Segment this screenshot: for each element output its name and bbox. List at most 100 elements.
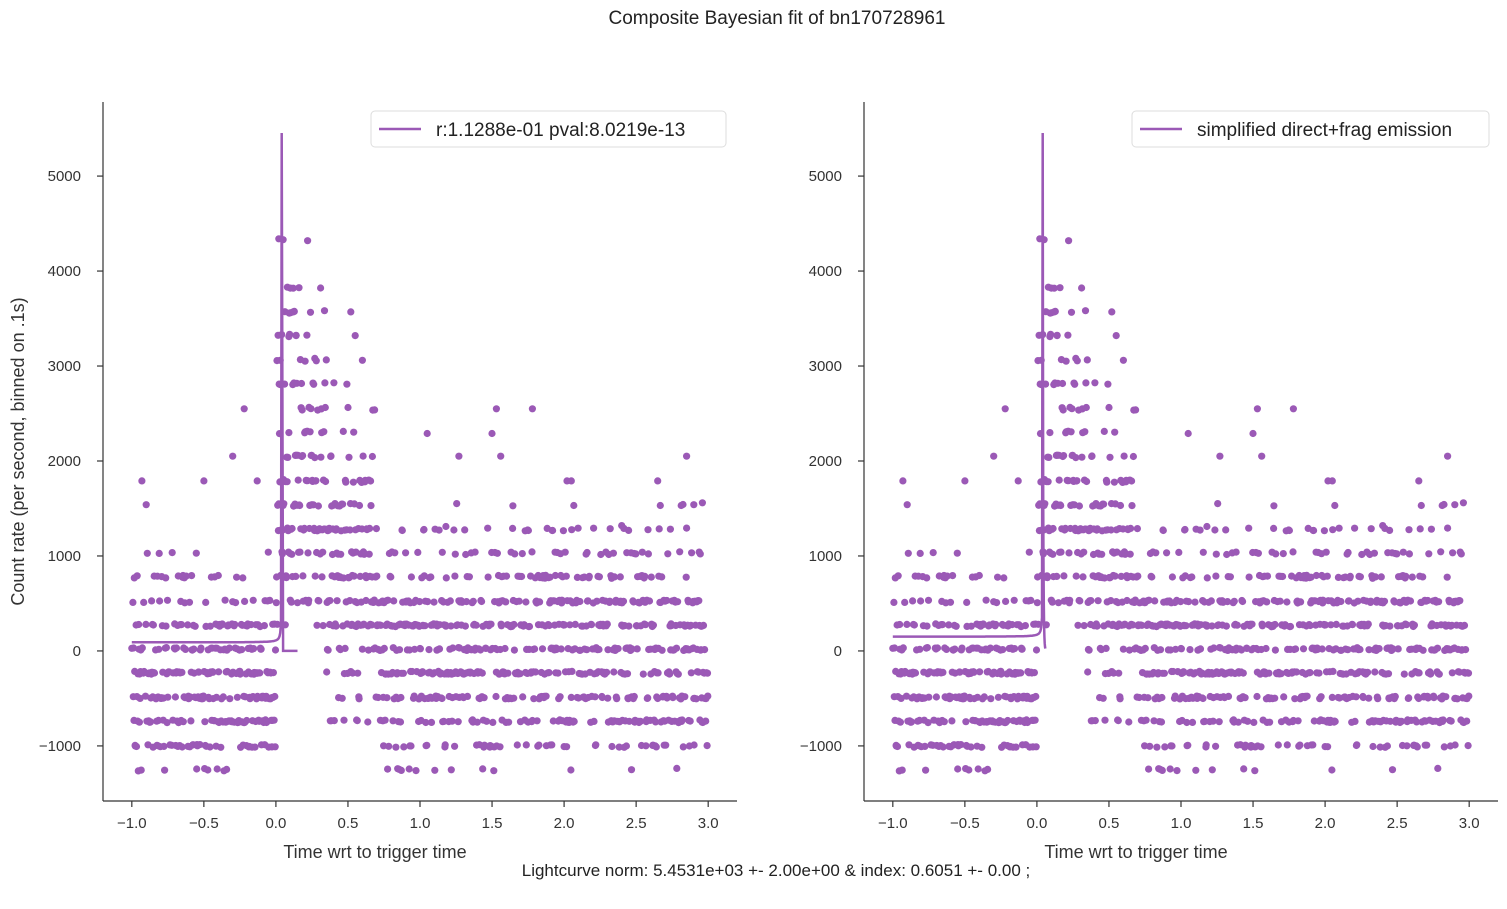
y-tick-label: 2000	[809, 453, 842, 470]
data-point	[549, 526, 557, 535]
data-point	[178, 668, 186, 677]
data-point	[542, 692, 550, 700]
x-tick-label: 3.0	[698, 815, 719, 832]
data-point	[1253, 692, 1261, 701]
x-tick-label: 2.5	[1387, 815, 1408, 832]
data-point	[510, 620, 518, 629]
data-point	[1331, 501, 1339, 510]
data-point	[932, 693, 941, 701]
data-point	[288, 524, 296, 533]
data-point	[901, 598, 909, 607]
legend: r:1.1288e-01 pval:8.0219e-13	[370, 110, 727, 148]
data-point	[1017, 669, 1025, 677]
data-point	[217, 743, 225, 751]
data-point	[181, 645, 190, 654]
data-point	[1047, 284, 1055, 292]
data-point	[504, 669, 512, 677]
data-point	[559, 527, 568, 535]
data-point	[463, 692, 472, 701]
data-point	[1451, 741, 1459, 749]
data-point	[1309, 741, 1317, 749]
data-point	[1072, 354, 1080, 362]
data-point	[1123, 596, 1131, 605]
data-point	[454, 718, 462, 726]
data-point	[1082, 379, 1090, 387]
data-point	[321, 379, 329, 387]
data-point	[1346, 572, 1354, 581]
data-point	[1168, 573, 1176, 581]
data-point	[1132, 406, 1140, 414]
data-point	[603, 668, 611, 676]
data-point	[662, 741, 670, 749]
data-point	[610, 668, 618, 676]
data-point	[1107, 526, 1115, 534]
data-point	[1356, 573, 1364, 581]
data-point	[311, 572, 319, 580]
data-point	[1179, 668, 1188, 676]
data-point	[324, 646, 332, 654]
data-point	[604, 694, 612, 702]
data-point	[563, 743, 571, 751]
data-point	[366, 524, 374, 533]
data-point	[1332, 620, 1340, 629]
data-point	[1437, 548, 1445, 556]
data-point	[1324, 743, 1332, 751]
data-point	[1320, 527, 1328, 535]
data-point	[1274, 741, 1282, 749]
y-tick-label: −1000	[800, 738, 842, 755]
data-point	[1177, 645, 1185, 653]
x-tick-label: 0.5	[338, 815, 359, 832]
data-point	[1427, 525, 1435, 533]
data-point	[548, 741, 556, 749]
x-tick-label: 3.0	[1459, 815, 1480, 832]
data-point	[945, 621, 953, 629]
data-point	[530, 695, 538, 703]
data-point	[299, 572, 307, 580]
data-point	[1018, 645, 1026, 653]
data-point	[1148, 573, 1156, 581]
data-point	[1146, 742, 1154, 750]
data-point	[1465, 692, 1473, 700]
data-point	[285, 333, 293, 341]
data-point	[1317, 693, 1325, 701]
data-point	[1315, 669, 1323, 677]
data-point	[1245, 524, 1253, 532]
data-point	[1073, 477, 1081, 485]
data-point	[1367, 597, 1375, 605]
suptitle: Composite Bayesian fit of bn170728961	[609, 8, 946, 29]
data-point	[1400, 670, 1408, 678]
data-point	[156, 597, 164, 605]
data-point	[297, 379, 306, 388]
data-point	[447, 622, 455, 630]
data-point	[1048, 598, 1056, 606]
data-point	[1424, 694, 1432, 702]
data-point	[431, 766, 439, 774]
data-point	[330, 717, 338, 725]
data-point	[649, 621, 658, 629]
data-point	[952, 622, 960, 630]
x-tick-label: −1.0	[117, 815, 147, 832]
data-point	[1083, 477, 1091, 486]
data-point	[515, 597, 523, 605]
data-point	[1266, 718, 1274, 726]
data-point	[402, 549, 410, 557]
data-point	[1082, 403, 1090, 412]
data-point	[1202, 741, 1210, 749]
data-point	[385, 742, 393, 750]
data-point	[438, 694, 446, 703]
data-point	[1054, 599, 1063, 607]
data-point	[271, 692, 279, 701]
data-point	[1457, 550, 1465, 558]
data-point	[699, 621, 708, 630]
data-point	[1108, 308, 1116, 316]
data-point	[1208, 622, 1216, 630]
data-point	[924, 719, 932, 727]
data-point	[994, 573, 1002, 581]
data-point	[984, 765, 992, 774]
data-point	[185, 598, 194, 606]
data-point	[641, 621, 650, 629]
data-point	[1459, 499, 1467, 507]
data-point	[894, 572, 902, 580]
x-tick-label: 2.0	[1315, 815, 1336, 832]
data-point	[1440, 500, 1448, 509]
